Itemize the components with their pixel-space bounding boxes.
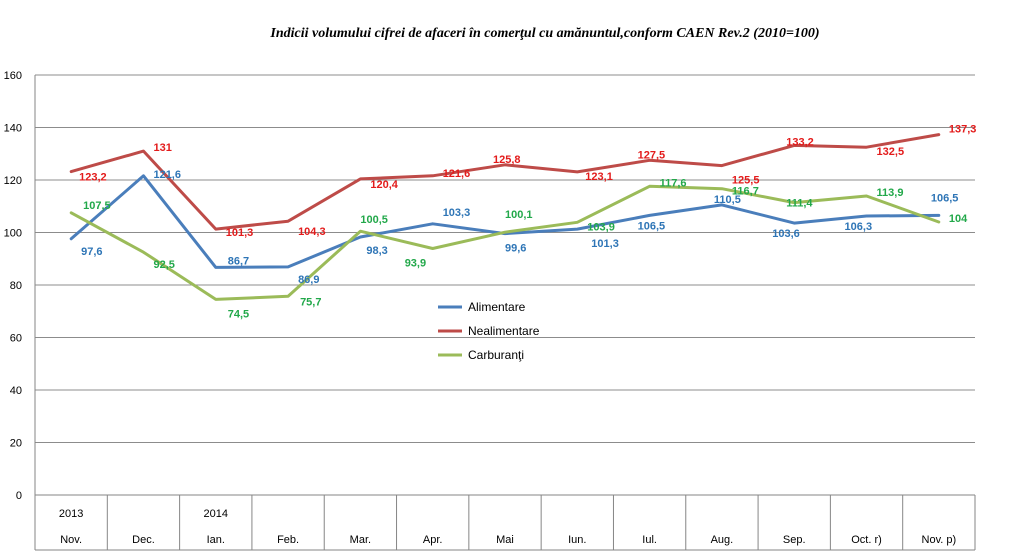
gridlines	[35, 74, 975, 496]
x-year-label: 2014	[204, 508, 228, 520]
x-tick-label: Mar.	[350, 534, 371, 546]
data-label: 106,3	[845, 221, 873, 233]
y-tick-label: 40	[10, 385, 22, 397]
data-label: 131	[153, 142, 171, 154]
data-label: 103,3	[443, 207, 471, 219]
data-label: 86,7	[228, 255, 249, 267]
legend-label: Nealimentare	[468, 324, 540, 338]
data-label: 75,7	[300, 296, 321, 308]
legend-label: Alimentare	[468, 300, 526, 314]
x-tick-label: Nov.	[60, 534, 82, 546]
data-label: 93,9	[405, 258, 426, 270]
y-tick-label: 140	[4, 123, 22, 135]
data-label: 101,3	[226, 227, 254, 239]
y-tick-label: 160	[4, 70, 22, 82]
data-label: 98,3	[366, 245, 387, 257]
data-label: 123,1	[585, 171, 613, 183]
data-label: 104	[949, 213, 968, 225]
data-label: 111,4	[786, 198, 813, 210]
series-line-nealimentare	[69, 133, 941, 231]
data-label: 92,5	[153, 259, 174, 271]
y-tick-label: 120	[4, 175, 22, 187]
x-tick-label: Ian.	[207, 534, 225, 546]
y-tick-label: 0	[16, 490, 22, 502]
data-label: 125,8	[493, 154, 521, 166]
data-label: 106,5	[931, 192, 959, 204]
legend-label: Carburanţi	[468, 348, 524, 362]
data-label: 121,6	[153, 169, 181, 181]
x-tick-label: Dec.	[132, 534, 155, 546]
axes: 0 20 40 60 80 100 120 140 160 Nov. 2013 Dec. Ian. 201…	[4, 70, 976, 551]
x-year-label: 2013	[59, 508, 83, 520]
data-label: 127,5	[638, 149, 666, 161]
series-lines	[69, 133, 941, 301]
data-label: 86,9	[298, 274, 319, 286]
x-tick-label: Aug.	[711, 534, 734, 546]
x-tick-label: Nov. p)	[922, 534, 957, 546]
data-label: 110,5	[714, 194, 741, 206]
x-tick-label: Sep.	[783, 534, 806, 546]
data-label: 100,5	[360, 214, 388, 226]
x-tick-label: Apr.	[423, 534, 443, 546]
data-label: 106,5	[638, 220, 666, 232]
data-label: 113,9	[877, 187, 904, 199]
data-label: 121,6	[443, 168, 471, 180]
data-label: 116,7	[732, 186, 759, 198]
x-tick-label: Feb.	[277, 534, 299, 546]
data-label: 103,9	[587, 221, 615, 233]
data-label: 125,5	[732, 175, 760, 187]
data-label: 117,6	[660, 177, 687, 189]
x-tick-label: Mai	[496, 534, 514, 546]
data-label: 99,6	[505, 243, 526, 255]
data-label: 74,5	[228, 308, 249, 320]
y-tick-label: 20	[10, 438, 22, 450]
data-label: 120,4	[370, 179, 398, 191]
data-label: 101,3	[591, 238, 619, 250]
data-label: 100,1	[505, 209, 533, 221]
x-tick-label: Oct. r)	[851, 534, 882, 546]
data-label: 137,3	[949, 124, 977, 136]
data-label: 103,6	[772, 228, 800, 240]
x-tick-label: Iul.	[642, 534, 657, 546]
data-labels: 97,6 121,6 86,7 86,9 98,3 103,3 99,6 101,3 106,5…	[79, 124, 976, 321]
data-label: 132,5	[877, 146, 905, 158]
data-label: 97,6	[81, 246, 102, 258]
x-tick-label: Iun.	[568, 534, 586, 546]
y-tick-label: 60	[10, 333, 22, 345]
series-line-carburanţi	[69, 184, 941, 301]
data-label: 133,2	[786, 136, 814, 148]
legend: Alimentare Nealimentare Carburanţi	[438, 300, 540, 362]
y-tick-label: 100	[4, 228, 22, 240]
y-tick-label: 80	[10, 280, 22, 292]
data-label: 123,2	[79, 172, 107, 184]
data-label: 107,5	[83, 200, 111, 212]
chart-title: Indicii volumului cifrei de afaceri în c…	[270, 26, 820, 41]
data-label: 104,3	[298, 226, 326, 238]
